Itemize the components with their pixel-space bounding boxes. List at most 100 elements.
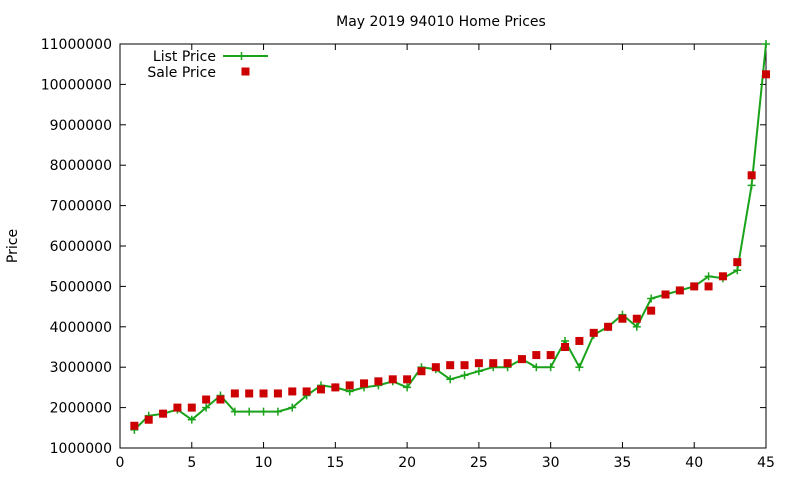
list-price-point <box>733 266 742 275</box>
sale-price-point <box>733 258 742 267</box>
sale-price-point <box>159 409 168 418</box>
sale-price-point <box>403 375 412 384</box>
y-tick-label: 2000000 <box>50 401 112 417</box>
x-tick-label: 30 <box>542 455 560 471</box>
list-price-point <box>575 363 584 372</box>
y-tick-label: 1000000 <box>50 441 112 457</box>
sale-price-point <box>661 290 670 299</box>
y-tick-label: 4000000 <box>50 320 112 336</box>
y-tick-label: 8000000 <box>50 158 112 174</box>
sale-price-point <box>331 383 340 392</box>
series-layer <box>130 40 770 434</box>
sale-price-point <box>230 389 239 398</box>
plot-border <box>119 43 767 449</box>
sale-price-point <box>532 351 541 360</box>
list-price-point <box>474 367 483 376</box>
sale-price-point <box>216 395 225 404</box>
sale-price-point <box>589 328 598 337</box>
sale-price-point <box>632 314 641 323</box>
x-tick-label: 45 <box>757 455 775 471</box>
y-axis-ticks: 1000000 2000000 3000000 4000000 5000000 60000… <box>41 37 766 457</box>
sale-price-point <box>273 389 282 398</box>
y-tick-label: 7000000 <box>50 199 112 215</box>
list-price-point <box>460 371 469 380</box>
sale-price-point <box>446 361 455 370</box>
series-line-list-price <box>133 43 767 431</box>
list-price-point <box>532 363 541 372</box>
legend-marker-sale-price <box>241 67 250 76</box>
x-axis-ticks: 0 5 10 15 20 25 30 35 40 45 <box>116 44 775 471</box>
sale-price-point <box>374 377 383 386</box>
legend: List Price Sale Price <box>147 49 268 81</box>
x-tick-label: 0 <box>116 455 125 471</box>
sale-price-point <box>647 306 656 315</box>
sale-price-point <box>517 355 526 364</box>
x-tick-label: 20 <box>398 455 416 471</box>
sale-price-point <box>259 389 268 398</box>
sale-price-point <box>388 375 397 384</box>
list-price-point <box>704 272 713 281</box>
plot-frame <box>119 43 767 449</box>
sale-price-point <box>561 343 570 351</box>
list-price-point <box>273 407 282 416</box>
y-tick-label: 3000000 <box>50 360 112 376</box>
x-tick-label: 10 <box>255 455 273 471</box>
sale-price-point <box>762 70 770 79</box>
list-price-point <box>446 375 455 384</box>
sale-price-point <box>302 387 311 396</box>
list-price-point <box>546 363 555 372</box>
sale-price-point <box>130 421 139 430</box>
sale-price-point <box>474 359 483 368</box>
sale-price-point <box>690 282 699 291</box>
list-price-point <box>230 407 239 416</box>
list-price-point <box>403 383 412 392</box>
legend-label-list-price: List Price <box>153 49 216 65</box>
chart-title: May 2019 94010 Home Prices <box>336 14 546 30</box>
sale-price-point <box>360 379 369 388</box>
y-axis-title: Price <box>5 229 21 263</box>
x-tick-label: 40 <box>685 455 703 471</box>
y-tick-label: 10000000 <box>41 77 112 93</box>
x-tick-label: 25 <box>470 455 488 471</box>
list-price-point <box>259 407 268 416</box>
sale-price-point <box>675 286 684 295</box>
sale-price-point <box>202 395 211 404</box>
sale-price-point <box>718 272 727 281</box>
sale-price-point <box>316 385 325 394</box>
sale-price-point <box>618 314 627 323</box>
sale-price-point <box>460 361 469 370</box>
list-price-point <box>762 40 770 48</box>
y-tick-label: 9000000 <box>50 118 112 134</box>
x-tick-label: 35 <box>614 455 632 471</box>
list-price-point <box>245 407 254 416</box>
sale-price-point <box>345 381 354 390</box>
y-tick-label: 11000000 <box>41 37 112 53</box>
list-price-point <box>647 294 656 303</box>
list-price-point <box>747 181 756 190</box>
sale-price-point <box>604 322 613 331</box>
x-tick-label: 15 <box>326 455 344 471</box>
list-price-point <box>187 415 196 424</box>
list-price-point <box>632 322 641 331</box>
sale-price-point <box>187 403 196 412</box>
sale-price-point <box>173 403 182 412</box>
sale-price-point <box>747 171 756 180</box>
list-price-point <box>288 403 297 412</box>
list-price-point <box>202 403 211 412</box>
sale-price-point <box>431 363 440 372</box>
x-tick-label: 5 <box>187 455 196 471</box>
legend-label-sale-price: Sale Price <box>147 65 216 81</box>
sale-price-point <box>288 387 297 396</box>
sale-price-point <box>575 336 584 345</box>
sale-price-point <box>546 351 555 360</box>
y-tick-label: 6000000 <box>50 239 112 255</box>
sale-price-point <box>704 282 713 291</box>
sale-price-point <box>245 389 254 398</box>
sale-price-point <box>503 359 512 368</box>
y-tick-label: 5000000 <box>50 279 112 295</box>
sale-price-point <box>417 367 426 376</box>
sale-price-point <box>489 359 498 368</box>
sale-price-point <box>144 415 153 424</box>
